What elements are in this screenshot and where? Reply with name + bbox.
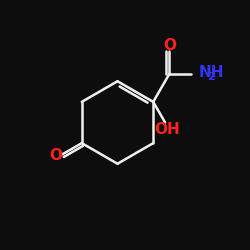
- Text: NH: NH: [198, 65, 224, 80]
- Text: O: O: [49, 148, 62, 163]
- Text: OH: OH: [154, 122, 180, 137]
- Text: 2: 2: [207, 72, 215, 82]
- Text: O: O: [163, 38, 176, 53]
